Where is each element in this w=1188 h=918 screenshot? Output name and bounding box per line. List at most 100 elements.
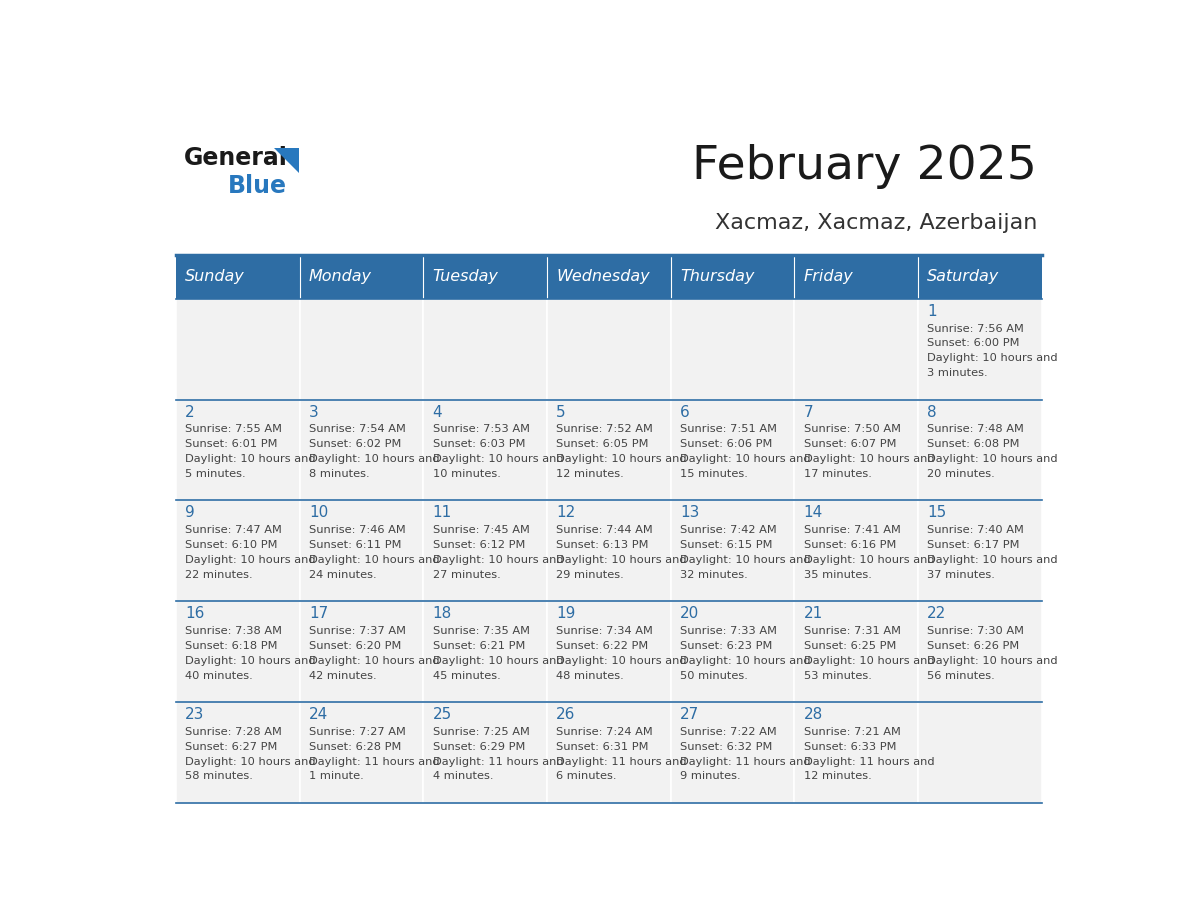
- Text: Sunset: 6:01 PM: Sunset: 6:01 PM: [185, 440, 278, 449]
- Polygon shape: [273, 148, 299, 174]
- Text: 18: 18: [432, 606, 451, 621]
- Bar: [423, 255, 546, 299]
- Text: 40 minutes.: 40 minutes.: [185, 670, 253, 680]
- Text: Sunset: 6:03 PM: Sunset: 6:03 PM: [432, 440, 525, 449]
- Text: Sunrise: 7:41 AM: Sunrise: 7:41 AM: [803, 525, 901, 535]
- Text: 23: 23: [185, 707, 204, 722]
- Text: 24: 24: [309, 707, 328, 722]
- Text: 35 minutes.: 35 minutes.: [803, 570, 871, 580]
- Text: Sunset: 6:23 PM: Sunset: 6:23 PM: [680, 641, 772, 651]
- Text: Sunrise: 7:56 AM: Sunrise: 7:56 AM: [927, 324, 1024, 333]
- Bar: [795, 255, 918, 299]
- Text: Sunrise: 7:27 AM: Sunrise: 7:27 AM: [309, 727, 406, 737]
- Text: Daylight: 11 hours and: Daylight: 11 hours and: [803, 756, 934, 767]
- Bar: [176, 299, 299, 399]
- Text: 12 minutes.: 12 minutes.: [556, 469, 624, 479]
- Text: General: General: [183, 146, 287, 170]
- Bar: [918, 601, 1042, 702]
- Text: Daylight: 10 hours and: Daylight: 10 hours and: [927, 353, 1057, 364]
- Bar: [671, 255, 795, 299]
- Text: Daylight: 10 hours and: Daylight: 10 hours and: [185, 655, 316, 666]
- Bar: [671, 601, 795, 702]
- Text: Daylight: 10 hours and: Daylight: 10 hours and: [309, 554, 440, 565]
- Text: 13: 13: [680, 506, 700, 521]
- Text: Sunset: 6:18 PM: Sunset: 6:18 PM: [185, 641, 278, 651]
- Text: 17 minutes.: 17 minutes.: [803, 469, 871, 479]
- Text: Sunset: 6:32 PM: Sunset: 6:32 PM: [680, 742, 772, 752]
- Text: Sunset: 6:17 PM: Sunset: 6:17 PM: [927, 540, 1019, 550]
- Bar: [918, 702, 1042, 803]
- Text: 8 minutes.: 8 minutes.: [309, 469, 369, 479]
- Bar: [176, 399, 299, 500]
- Text: Sunrise: 7:52 AM: Sunrise: 7:52 AM: [556, 424, 653, 434]
- Bar: [546, 702, 671, 803]
- Text: Daylight: 10 hours and: Daylight: 10 hours and: [680, 554, 810, 565]
- Text: Daylight: 10 hours and: Daylight: 10 hours and: [185, 756, 316, 767]
- Text: Sunrise: 7:25 AM: Sunrise: 7:25 AM: [432, 727, 530, 737]
- Bar: [299, 399, 423, 500]
- Bar: [546, 601, 671, 702]
- Text: Sunrise: 7:48 AM: Sunrise: 7:48 AM: [927, 424, 1024, 434]
- Bar: [795, 500, 918, 601]
- Bar: [671, 500, 795, 601]
- Text: Sunset: 6:07 PM: Sunset: 6:07 PM: [803, 440, 896, 449]
- Text: Sunset: 6:11 PM: Sunset: 6:11 PM: [309, 540, 402, 550]
- Text: Sunrise: 7:34 AM: Sunrise: 7:34 AM: [556, 626, 653, 636]
- Text: Daylight: 10 hours and: Daylight: 10 hours and: [556, 454, 687, 465]
- Text: Daylight: 10 hours and: Daylight: 10 hours and: [432, 554, 563, 565]
- Text: 20 minutes.: 20 minutes.: [927, 469, 994, 479]
- Text: Sunset: 6:31 PM: Sunset: 6:31 PM: [556, 742, 649, 752]
- Text: Sunrise: 7:28 AM: Sunrise: 7:28 AM: [185, 727, 283, 737]
- Text: Xacmaz, Xacmaz, Azerbaijan: Xacmaz, Xacmaz, Azerbaijan: [715, 213, 1037, 233]
- Text: 27 minutes.: 27 minutes.: [432, 570, 500, 580]
- Text: Sunset: 6:05 PM: Sunset: 6:05 PM: [556, 440, 649, 449]
- Bar: [918, 500, 1042, 601]
- Text: Daylight: 11 hours and: Daylight: 11 hours and: [309, 756, 440, 767]
- Text: Sunrise: 7:40 AM: Sunrise: 7:40 AM: [927, 525, 1024, 535]
- Text: 24 minutes.: 24 minutes.: [309, 570, 377, 580]
- Text: Sunrise: 7:33 AM: Sunrise: 7:33 AM: [680, 626, 777, 636]
- Text: 37 minutes.: 37 minutes.: [927, 570, 996, 580]
- Text: Sunset: 6:13 PM: Sunset: 6:13 PM: [556, 540, 649, 550]
- Text: Tuesday: Tuesday: [432, 270, 499, 285]
- Text: Daylight: 10 hours and: Daylight: 10 hours and: [556, 655, 687, 666]
- Text: Blue: Blue: [228, 174, 286, 198]
- Text: Daylight: 10 hours and: Daylight: 10 hours and: [803, 454, 934, 465]
- Text: 6 minutes.: 6 minutes.: [556, 771, 617, 781]
- Text: 21: 21: [803, 606, 823, 621]
- Text: Daylight: 10 hours and: Daylight: 10 hours and: [432, 454, 563, 465]
- Text: 2: 2: [185, 405, 195, 420]
- Text: Sunrise: 7:51 AM: Sunrise: 7:51 AM: [680, 424, 777, 434]
- Text: 17: 17: [309, 606, 328, 621]
- Text: 10: 10: [309, 506, 328, 521]
- Bar: [176, 702, 299, 803]
- Text: Sunset: 6:29 PM: Sunset: 6:29 PM: [432, 742, 525, 752]
- Text: Sunrise: 7:47 AM: Sunrise: 7:47 AM: [185, 525, 283, 535]
- Text: Sunrise: 7:42 AM: Sunrise: 7:42 AM: [680, 525, 777, 535]
- Text: Daylight: 10 hours and: Daylight: 10 hours and: [309, 655, 440, 666]
- Bar: [795, 702, 918, 803]
- Text: 48 minutes.: 48 minutes.: [556, 670, 624, 680]
- Text: 32 minutes.: 32 minutes.: [680, 570, 747, 580]
- Text: Sunrise: 7:54 AM: Sunrise: 7:54 AM: [309, 424, 406, 434]
- Text: Sunset: 6:12 PM: Sunset: 6:12 PM: [432, 540, 525, 550]
- Bar: [546, 399, 671, 500]
- Text: Sunset: 6:15 PM: Sunset: 6:15 PM: [680, 540, 772, 550]
- Text: Sunrise: 7:55 AM: Sunrise: 7:55 AM: [185, 424, 283, 434]
- Text: Daylight: 11 hours and: Daylight: 11 hours and: [680, 756, 810, 767]
- Text: Sunset: 6:16 PM: Sunset: 6:16 PM: [803, 540, 896, 550]
- Text: Sunrise: 7:31 AM: Sunrise: 7:31 AM: [803, 626, 901, 636]
- Text: Sunset: 6:20 PM: Sunset: 6:20 PM: [309, 641, 402, 651]
- Text: 25: 25: [432, 707, 451, 722]
- Text: Daylight: 10 hours and: Daylight: 10 hours and: [927, 554, 1057, 565]
- Bar: [423, 702, 546, 803]
- Bar: [423, 299, 546, 399]
- Text: 58 minutes.: 58 minutes.: [185, 771, 253, 781]
- Text: Daylight: 11 hours and: Daylight: 11 hours and: [432, 756, 563, 767]
- Text: Saturday: Saturday: [927, 270, 999, 285]
- Text: Sunrise: 7:22 AM: Sunrise: 7:22 AM: [680, 727, 777, 737]
- Text: Sunset: 6:08 PM: Sunset: 6:08 PM: [927, 440, 1019, 449]
- Bar: [176, 601, 299, 702]
- Text: Sunrise: 7:45 AM: Sunrise: 7:45 AM: [432, 525, 530, 535]
- Text: Daylight: 10 hours and: Daylight: 10 hours and: [309, 454, 440, 465]
